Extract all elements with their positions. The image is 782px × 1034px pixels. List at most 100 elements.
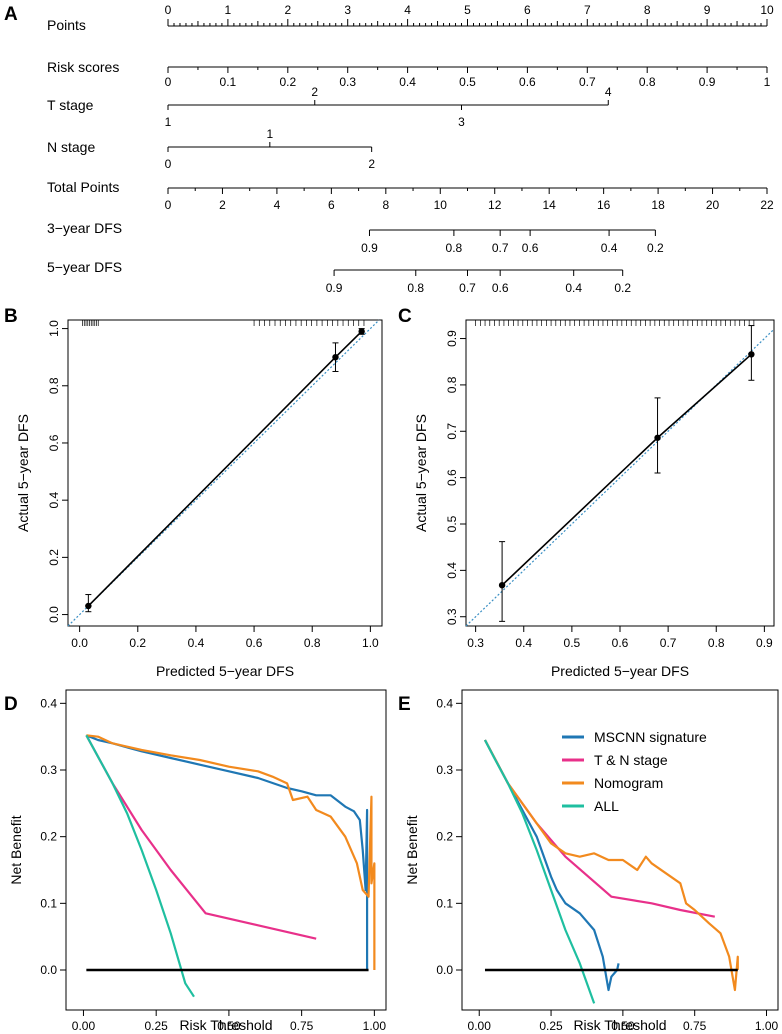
risk-tick-label: 0.1 (220, 75, 237, 89)
series-line (484, 739, 596, 1004)
points-tick-label: 2 (284, 3, 291, 17)
risk-tick-label: 0.8 (639, 75, 656, 89)
plot-frame (67, 319, 383, 627)
x-tick-label: 1.00 (755, 1019, 779, 1033)
total-points-tick-label: 18 (651, 198, 665, 212)
legend-label: Nomogram (594, 775, 663, 791)
points-tick-label: 8 (644, 3, 651, 17)
points-tick-label: 1 (225, 3, 232, 17)
nomogram-row-label: T stage (47, 97, 94, 113)
panel-label-e: E (398, 694, 411, 715)
legend-label: T & N stage (594, 752, 668, 768)
total-points-tick-label: 20 (706, 198, 720, 212)
y-tick-label: 0.6 (445, 469, 459, 486)
y-tick-label: 1.0 (47, 320, 61, 337)
x-tick-label: 0.75 (290, 1019, 314, 1033)
n-stage-tick-label: 1 (266, 127, 273, 141)
series-line (484, 739, 739, 992)
x-tick-label: 0.50 (217, 1019, 241, 1033)
calibration-point (85, 602, 92, 610)
y-tick-label: 0.1 (436, 896, 453, 910)
total-points-tick-label: 2 (219, 198, 226, 212)
calibration-point (498, 582, 506, 589)
risk-tick-label: 0.5 (459, 75, 476, 89)
plot-frame (461, 689, 779, 1011)
dfs-tick-label: 0.2 (647, 241, 664, 255)
x-axis-title: Risk Threshold (573, 1017, 666, 1033)
y-tick-label: 0.2 (40, 830, 57, 844)
total-points-tick-label: 6 (328, 198, 335, 212)
dfs-tick-label: 0.4 (601, 241, 618, 255)
series-line (484, 739, 620, 992)
dfs-tick-label: 0.4 (565, 281, 582, 295)
total-points-tick-label: 10 (434, 198, 448, 212)
total-points-tick-label: 14 (543, 198, 557, 212)
calibration-point (748, 351, 755, 358)
dfs-tick-label: 0.6 (492, 281, 509, 295)
calibration-point (654, 434, 661, 441)
risk-tick-label: 0.3 (339, 75, 356, 89)
x-axis-title: Predicted 5−year DFS (551, 663, 689, 679)
x-tick-label: 0.25 (145, 1019, 169, 1033)
y-tick-label: 0.4 (40, 696, 57, 710)
x-tick-label: 0.50 (611, 1019, 635, 1033)
y-tick-label: 0.3 (436, 763, 453, 777)
nomogram-row-label: Risk scores (47, 59, 119, 75)
nomogram-row-label: 5−year DFS (47, 259, 122, 275)
t-stage-tick-label: 3 (458, 115, 465, 129)
points-tick-label: 5 (464, 3, 471, 17)
n-stage-tick-label: 0 (165, 157, 172, 171)
x-tick-label: 0.8 (304, 636, 321, 650)
x-tick-label: 0.7 (660, 636, 677, 650)
x-tick-label: 0.4 (188, 636, 205, 650)
y-tick-label: 0.2 (47, 549, 61, 566)
risk-tick-label: 0.9 (699, 75, 716, 89)
y-tick-label: 0.6 (47, 434, 61, 451)
series-line (85, 734, 195, 998)
total-points-tick-label: 22 (760, 198, 774, 212)
decision-curve-e: 0.00 0.25 0.50 0.75 1.00 0.0 0.1 0.2 0.3 0.4 Risk … (404, 689, 779, 1033)
risk-tick-label: 0.6 (519, 75, 536, 89)
x-tick-label: 0.6 (246, 636, 263, 650)
points-tick-label: 4 (404, 3, 411, 17)
x-axis-title: Predicted 5−year DFS (156, 663, 294, 679)
dfs-tick-label: 0.7 (492, 241, 509, 255)
ideal-diagonal-line (465, 328, 775, 627)
x-tick-label: 0.5 (564, 636, 581, 650)
x-tick-label: 0.8 (708, 636, 725, 650)
y-tick-label: 0.7 (445, 423, 459, 440)
y-axis-title: Actual 5−year DFS (413, 414, 429, 532)
y-tick-label: 0.8 (445, 376, 459, 393)
dfs-tick-label: 0.6 (522, 241, 539, 255)
x-tick-label: 0.9 (756, 636, 773, 650)
total-points-tick-label: 12 (488, 198, 502, 212)
y-axis-title: Actual 5−year DFS (15, 414, 31, 532)
y-tick-label: 0.3 (445, 608, 459, 625)
y-axis-title: Net Benefit (8, 815, 24, 884)
total-points-tick-label: 16 (597, 198, 611, 212)
x-tick-label: 0.75 (683, 1019, 707, 1033)
x-tick-label: 0.2 (129, 636, 146, 650)
risk-tick-label: 0.4 (399, 75, 416, 89)
calibration-line (501, 353, 752, 586)
n-stage-tick-label: 2 (368, 157, 375, 171)
decision-curve-d: 0.00 0.25 0.50 0.75 1.00 0.0 0.1 0.2 0.3 0.4 Risk … (8, 689, 387, 1033)
y-tick-label: 0.4 (47, 492, 61, 509)
points-tick-label: 9 (704, 3, 711, 17)
y-axis-title: Net Benefit (404, 815, 420, 884)
y-tick-label: 0.4 (445, 562, 459, 579)
risk-tick-label: 0 (165, 75, 172, 89)
y-tick-label: 0.4 (436, 696, 453, 710)
t-stage-tick-label: 1 (165, 115, 172, 129)
x-tick-label: 0.25 (539, 1019, 563, 1033)
y-tick-label: 0.2 (436, 830, 453, 844)
dfs-tick-label: 0.9 (361, 241, 378, 255)
series-line (86, 734, 376, 970)
x-tick-label: 0.4 (515, 636, 532, 650)
x-tick-label: 1.0 (362, 636, 379, 650)
nomogram-panel: Points Risk scores T stage N stage Total Poi… (47, 3, 774, 295)
y-tick-label: 0.1 (40, 896, 57, 910)
nomogram-row-label: N stage (47, 139, 95, 155)
x-tick-label: 0.3 (467, 636, 484, 650)
